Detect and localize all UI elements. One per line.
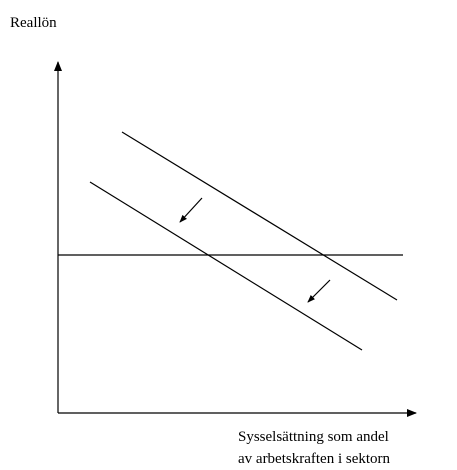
- x-axis-label: Sysselsättning som andel: [238, 429, 389, 445]
- shift-arrow: [179, 197, 203, 223]
- demand-line-2: [89, 181, 363, 351]
- y-axis-label: Reallön: [10, 15, 57, 31]
- shift-arrow: [307, 279, 331, 303]
- x-axis-label: av arbetskraften i sektorn: [238, 451, 391, 467]
- demand-line-1: [121, 131, 398, 301]
